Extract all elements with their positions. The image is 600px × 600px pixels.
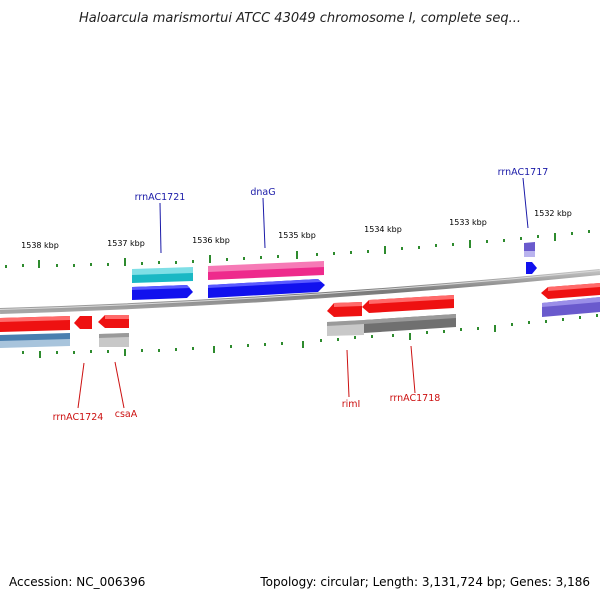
reverse-gene-labels: rrnAC1724 csaA rimI rrnAC1718 [53,393,441,423]
genome-backbone-highlight [0,270,600,310]
genome-backbone [0,269,600,314]
ruler-label: 1534 kbp [364,225,402,234]
gene-right-red [541,283,600,299]
ruler-labels: 1538 kbp 1537 kbp 1536 kbp 1535 kbp 1534… [21,209,572,250]
gene-label-rrnAC1724: rrnAC1724 [53,412,104,423]
gene-label-rrnAC1717: rrnAC1717 [498,167,549,178]
accession-label: Accession: NC_006396 [9,575,145,589]
gene-label-rrnAC1718: rrnAC1718 [390,393,441,404]
gene-dnaG-outer [208,261,324,280]
gene-rrnAC1721-outer [132,267,193,283]
outer-minor-ticks [5,230,590,268]
inner-major-ticks [39,325,496,358]
gene-rimI-inner [327,302,362,317]
ruler-label: 1533 kbp [449,218,487,227]
gene-rimI-outer [327,320,364,336]
gene-csaA-inner [98,315,129,328]
gene-rrnAC1717-inner [526,262,537,274]
gene-rrnAC1718-inner [362,295,454,313]
gene-rrnAC1724-outer [0,333,70,348]
ruler-label: 1532 kbp [534,209,572,218]
gene-right-purple [542,297,600,317]
ruler-label: 1535 kbp [278,231,316,240]
forward-strand-genes [132,242,537,300]
inner-ruler [22,314,598,358]
gene-csaA-outer [99,333,129,347]
reverse-leader-lines [77,345,416,409]
gene-label-csaA: csaA [115,409,138,420]
gene-small-red [74,316,92,329]
outer-major-ticks [38,233,556,268]
gene-rrnAC1717-outer [524,242,535,257]
outer-ruler [5,230,590,268]
forward-gene-labels: rrnAC1721 dnaG rrnAC1717 [135,167,549,203]
inner-minor-ticks [22,314,598,354]
ruler-label: 1537 kbp [107,239,145,248]
gene-rrnAC1724-inner [0,316,70,332]
gene-label-rimI: rimI [342,399,361,410]
gene-label-rrnAC1721: rrnAC1721 [135,192,186,203]
gene-rrnAC1718-outer [364,314,456,333]
forward-leader-lines [159,177,529,254]
topology-summary: Topology: circular; Length: 3,131,724 bp… [259,575,590,589]
ruler-label: 1538 kbp [21,241,59,250]
gene-rrnAC1721-inner [132,285,193,300]
reverse-strand-genes [0,283,600,348]
map-title: Haloarcula marismortui ATCC 43049 chromo… [79,11,521,26]
gene-label-dnaG: dnaG [250,187,275,198]
ruler-label: 1536 kbp [192,236,230,245]
gene-dnaG-inner [208,279,325,298]
